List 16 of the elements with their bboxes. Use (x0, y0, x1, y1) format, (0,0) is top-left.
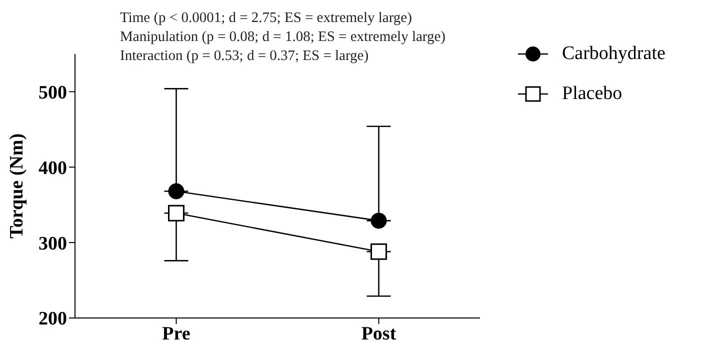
y-axis-title: Torque (Nm) (6, 133, 28, 239)
x-tick-label: Post (361, 323, 397, 344)
annotation: Interaction (p = 0.53; d = 0.37; ES = large) (120, 47, 370, 66)
y-tick-label: 200 (38, 308, 67, 330)
y-tick-label: 400 (38, 158, 67, 179)
legend-label: Carbohydrate (562, 43, 666, 65)
legend-label: Placebo (562, 83, 622, 105)
x-tick-label: Pre (162, 323, 190, 344)
y-tick-label: 300 (38, 233, 67, 254)
point (168, 204, 184, 222)
point (370, 212, 387, 229)
y-tick-label: 500 (38, 82, 67, 104)
point (370, 243, 387, 260)
point (168, 183, 184, 200)
text: Time (p < 0.0001; d = 2.75; ES = extremely large) (120, 9, 413, 28)
text: Manipulation (p = 0.08; d = 1.08; ES = extremely large) (120, 28, 446, 47)
